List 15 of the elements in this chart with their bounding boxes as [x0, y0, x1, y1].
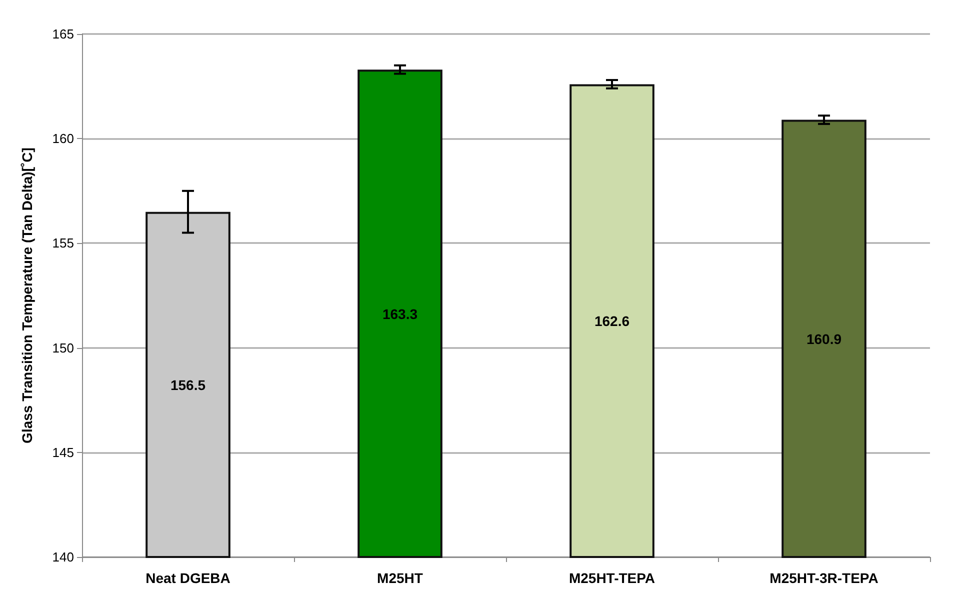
data-label: 156.5	[170, 376, 206, 393]
y-tick-label: 160	[52, 131, 74, 146]
x-tick-label: M25HT	[377, 570, 424, 586]
data-label: 160.9	[806, 330, 842, 347]
x-tick-label: M25HT-TEPA	[568, 570, 656, 586]
data-label: 163.3	[382, 306, 418, 322]
x-tick-label: M25HT-3R-TEPA	[770, 570, 878, 586]
data-label: 162.6	[594, 313, 630, 330]
y-tick-label: 155	[52, 236, 74, 251]
y-tick-label: 145	[52, 444, 74, 460]
y-tick-label: 150	[52, 340, 74, 356]
y-axis-title: Glass Transition Temperature (Tan Delta)[˚C]	[19, 148, 35, 444]
y-tick-label: 140	[52, 550, 74, 564]
y-tick-label: 165	[52, 26, 74, 42]
x-tick-label: Neat DGEBA	[146, 570, 230, 586]
